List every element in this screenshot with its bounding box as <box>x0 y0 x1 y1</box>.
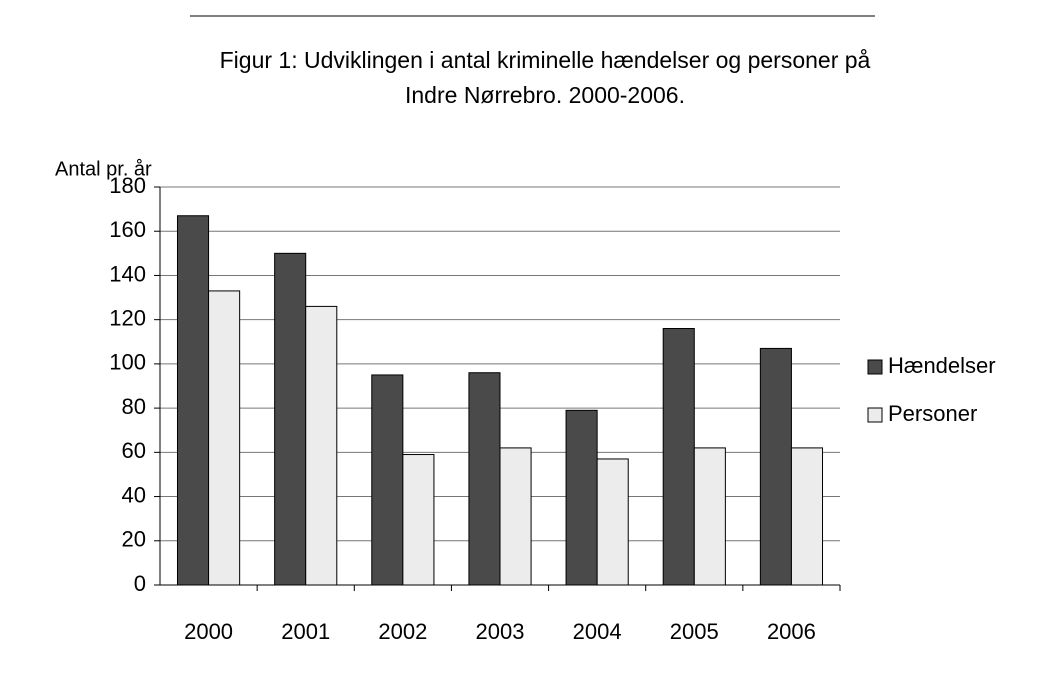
bar <box>305 305 338 586</box>
y-tick-label: 180 <box>109 173 146 198</box>
y-tick-label: 140 <box>109 261 146 286</box>
bar <box>790 447 824 586</box>
bar <box>596 458 629 586</box>
x-tick-label: 2005 <box>670 619 719 644</box>
y-tick-label: 0 <box>134 571 146 596</box>
bar <box>371 374 404 586</box>
y-tick-label: 120 <box>109 305 146 330</box>
bar <box>274 252 307 586</box>
y-tick-label: 20 <box>122 527 146 552</box>
y-tick-label: 80 <box>122 394 146 419</box>
x-tick-label: 2006 <box>767 619 816 644</box>
legend-swatch <box>867 407 883 423</box>
legend-swatch <box>867 359 883 375</box>
bar <box>499 447 532 586</box>
y-tick-label: 160 <box>109 217 146 242</box>
y-tick-label: 100 <box>109 350 146 375</box>
bar <box>759 347 792 586</box>
x-tick-label: 2000 <box>184 619 233 644</box>
legend-label: Personer <box>888 401 977 426</box>
bar <box>208 290 241 586</box>
chart-title: Indre Nørrebro. 2000-2006. <box>405 82 685 108</box>
bar <box>176 215 210 586</box>
bar <box>402 454 435 586</box>
bar <box>468 372 501 586</box>
y-tick-label: 40 <box>122 482 146 507</box>
x-tick-label: 2001 <box>281 619 330 644</box>
y-axis-label: Antal pr. år <box>55 158 152 180</box>
x-tick-label: 2004 <box>573 619 622 644</box>
y-tick-label: 60 <box>122 438 146 463</box>
bar <box>693 447 726 586</box>
x-tick-label: 2003 <box>476 619 525 644</box>
legend-label: Hændelser <box>888 353 996 378</box>
chart-title: Figur 1: Udviklingen i antal kriminelle … <box>220 47 871 73</box>
bar <box>565 409 598 586</box>
x-tick-label: 2002 <box>378 619 427 644</box>
bar <box>662 328 695 586</box>
